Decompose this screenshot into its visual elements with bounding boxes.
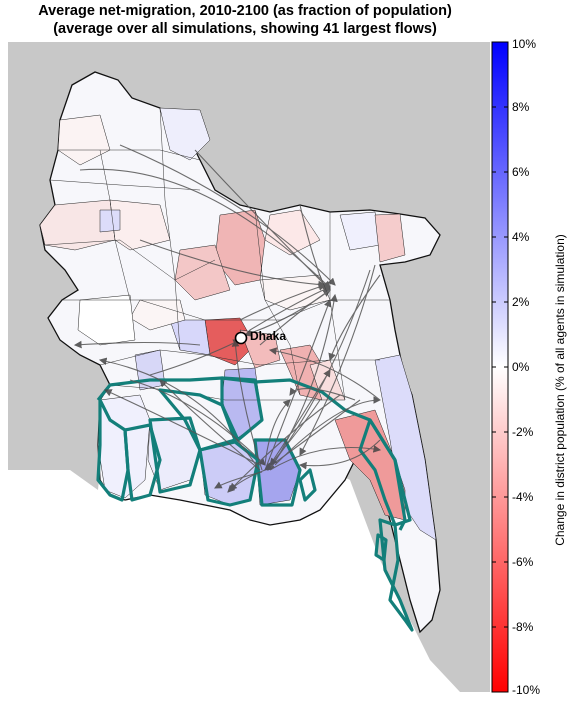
colorbar-axis-label-box: Change in district population (% of all … [548,88,572,692]
colorbar-tick-label: -8% [512,620,534,634]
colorbar [492,42,508,692]
colorbar-tick-label: 2% [512,295,530,309]
colorbar-tick-label: -10% [512,683,541,697]
map-title-line-1: Average net-migration, 2010-2100 (as fra… [38,3,452,19]
colorbar-axis-label: Change in district population (% of all … [553,234,567,546]
colorbar-tick-label: -4% [512,490,534,504]
colorbar-tick-label: 8% [512,100,530,114]
colorbar-tick-label: 0% [512,360,530,374]
coastal-zone-outlines [96,376,414,632]
colorbar-tick-label: -6% [512,555,534,569]
dhaka-city-marker [234,331,248,345]
map-title-line-2: (average over all simulations, showing 4… [53,21,437,37]
colorbar-tick-label: 4% [512,230,530,244]
colorbar-tick-label: -2% [512,425,534,439]
colorbar-tick-label: 6% [512,165,530,179]
bay-of-bengal [8,455,460,692]
dhaka-label: Dhaka [250,329,287,343]
colorbar-tick-label: 10% [512,37,537,51]
migration-flows [73,144,382,493]
